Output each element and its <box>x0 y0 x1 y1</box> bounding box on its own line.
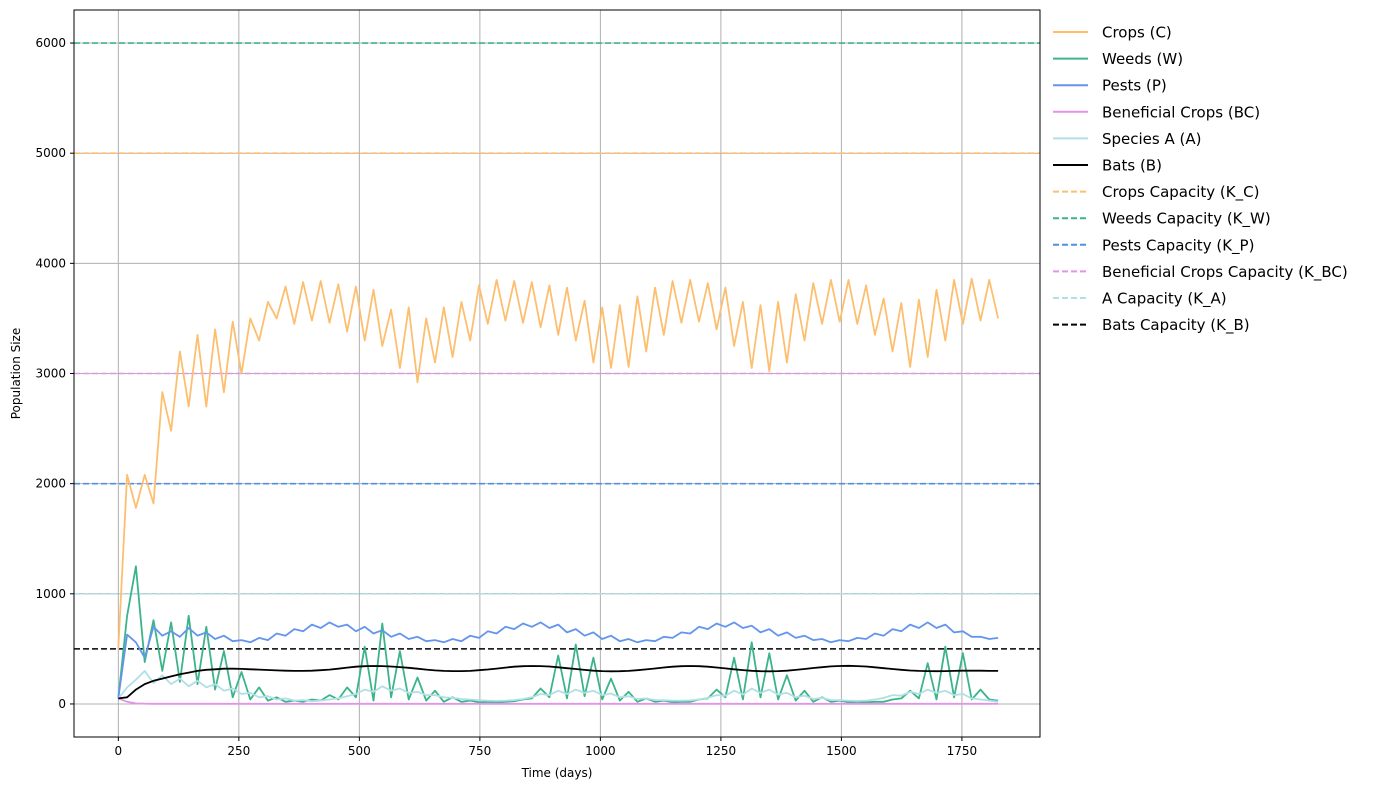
legend-label: Species A (A) <box>1102 130 1202 148</box>
x-tick-label: 1500 <box>826 744 857 758</box>
series-line-beneficial-crops-bc <box>117 697 999 705</box>
series-line-bats-b <box>118 664 999 700</box>
x-axis-label: Time (days) <box>521 766 593 780</box>
series-line-pests-p <box>117 621 999 699</box>
legend-label: Bats (B) <box>1102 157 1162 175</box>
y-tick-label: 4000 <box>35 256 66 270</box>
x-tick-label: 1000 <box>585 744 616 758</box>
legend-label: Weeds (W) <box>1102 50 1183 68</box>
x-tick-label: 250 <box>227 744 250 758</box>
legend-label: A Capacity (K_A) <box>1102 290 1227 309</box>
legend-label: Beneficial Crops Capacity (K_BC) <box>1102 263 1348 282</box>
y-tick-label: 1000 <box>35 587 66 601</box>
series-line-species-a-a <box>117 670 999 703</box>
legend-label: Weeds Capacity (K_W) <box>1102 210 1271 229</box>
y-tick-label: 6000 <box>35 36 66 50</box>
legend: Crops (C) Weeds (W) Pests (P) Beneficial Cr… <box>1053 24 1348 335</box>
y-tick-label: 3000 <box>35 367 66 381</box>
capacity-lines <box>74 42 1040 650</box>
y-axis-label: Population Size <box>9 328 23 420</box>
y-tick-label: 0 <box>58 697 66 711</box>
y-axis-ticks: 0 1000 2000 3000 4000 5000 6000 <box>35 36 74 711</box>
series-lines <box>117 277 999 705</box>
legend-label: Bats Capacity (K_B) <box>1102 316 1250 335</box>
series-line-crops-c <box>117 277 999 649</box>
x-axis-ticks: 0 250 500 750 1000 1250 1500 1750 <box>115 737 978 758</box>
y-tick-label: 5000 <box>35 146 66 160</box>
legend-label: Crops (C) <box>1102 24 1172 42</box>
legend-label: Pests (P) <box>1102 77 1167 95</box>
legend-label: Beneficial Crops (BC) <box>1102 103 1260 121</box>
legend-label: Pests Capacity (K_P) <box>1102 236 1254 255</box>
y-tick-label: 2000 <box>35 477 66 491</box>
x-tick-label: 0 <box>115 744 123 758</box>
x-tick-label: 750 <box>468 744 491 758</box>
x-tick-label: 1250 <box>706 744 737 758</box>
x-tick-label: 500 <box>348 744 371 758</box>
x-tick-label: 1750 <box>947 744 978 758</box>
legend-label: Crops Capacity (K_C) <box>1102 183 1259 202</box>
